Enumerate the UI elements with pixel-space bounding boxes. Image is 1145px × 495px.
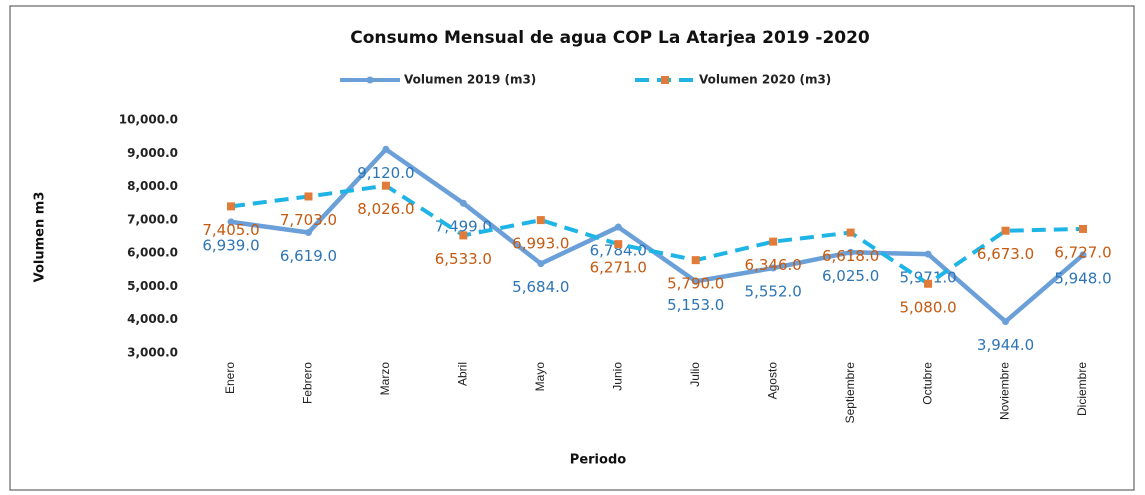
x-tick-label: Noviembre <box>998 362 1012 420</box>
data-label: 6,673.0 <box>977 245 1034 263</box>
marker <box>382 145 390 153</box>
marker <box>692 277 700 285</box>
marker <box>227 202 235 211</box>
legend-label: Volumen 2019 (m3) <box>404 73 536 87</box>
data-label: 5,684.0 <box>512 278 569 296</box>
data-label: 6,993.0 <box>512 235 569 253</box>
data-label: 5,790.0 <box>667 275 724 293</box>
data-label: 6,727.0 <box>1054 243 1111 261</box>
data-label: 3,944.0 <box>977 336 1034 354</box>
legend-marker <box>661 76 669 84</box>
data-label: 6,346.0 <box>745 256 802 274</box>
data-label: 6,025.0 <box>822 267 879 285</box>
data-label: 6,619.0 <box>280 247 337 265</box>
x-tick-label: Agosto <box>765 362 779 400</box>
marker <box>304 192 313 201</box>
marker <box>1001 226 1010 235</box>
data-label: 7,703.0 <box>280 211 337 229</box>
marker <box>924 250 932 258</box>
y-tick-label: 8,000.0 <box>127 179 178 193</box>
marker <box>1079 251 1087 259</box>
y-axis-title: Volumen m3 <box>33 192 48 283</box>
y-tick-label: 4,000.0 <box>127 312 178 326</box>
marker <box>614 223 622 231</box>
data-label: 6,533.0 <box>435 250 492 268</box>
marker <box>614 240 623 249</box>
marker <box>769 237 778 246</box>
marker <box>924 279 933 288</box>
x-tick-label: Septiembre <box>843 362 857 424</box>
y-tick-label: 3,000.0 <box>127 346 178 360</box>
marker <box>304 229 312 237</box>
y-tick-label: 5,000.0 <box>127 279 178 293</box>
data-label: 9,120.0 <box>357 164 414 182</box>
marker <box>1002 318 1010 326</box>
marker <box>769 264 777 272</box>
marker <box>536 216 545 225</box>
marker <box>459 199 467 207</box>
marker <box>227 218 235 226</box>
x-tick-label: Mayo <box>533 362 547 392</box>
x-tick-label: Diciembre <box>1075 362 1089 416</box>
series-line <box>230 183 1084 286</box>
x-tick-label: Marzo <box>378 362 392 396</box>
legend-label: Volumen 2020 (m3) <box>699 73 831 87</box>
marker <box>459 231 468 240</box>
data-label: 5,153.0 <box>667 296 724 314</box>
marker <box>381 181 390 190</box>
x-tick-label: Abril <box>456 362 470 386</box>
y-tick-label: 10,000.0 <box>119 113 178 127</box>
x-tick-label: Julio <box>688 362 702 387</box>
x-tick-label: Enero <box>223 362 237 394</box>
marker <box>846 228 855 237</box>
data-label: 5,948.0 <box>1054 269 1111 287</box>
data-label: 7,499.0 <box>435 218 492 236</box>
x-tick-label: Febrero <box>301 362 315 404</box>
data-label: 6,271.0 <box>590 259 647 277</box>
x-axis-title: Periodo <box>570 453 626 468</box>
marker <box>1079 224 1087 233</box>
series-line <box>230 147 1085 324</box>
data-label: 6,939.0 <box>202 236 259 254</box>
data-label: 5,080.0 <box>899 298 956 316</box>
marker <box>847 248 855 256</box>
data-label: 6,618.0 <box>822 247 879 265</box>
chart-title: Consumo Mensual de agua COP La Atarjea 2… <box>350 28 870 48</box>
data-label: 8,026.0 <box>357 200 414 218</box>
data-label: 7,405.0 <box>202 221 259 239</box>
x-tick-label: Junio <box>610 362 624 391</box>
marker <box>537 260 545 268</box>
y-tick-label: 9,000.0 <box>127 146 178 160</box>
marker <box>691 256 700 265</box>
legend-marker <box>366 76 374 84</box>
y-tick-label: 7,000.0 <box>127 212 178 226</box>
x-tick-label: Octubre <box>920 362 934 405</box>
y-tick-label: 6,000.0 <box>127 246 178 260</box>
data-label: 5,552.0 <box>745 283 802 301</box>
